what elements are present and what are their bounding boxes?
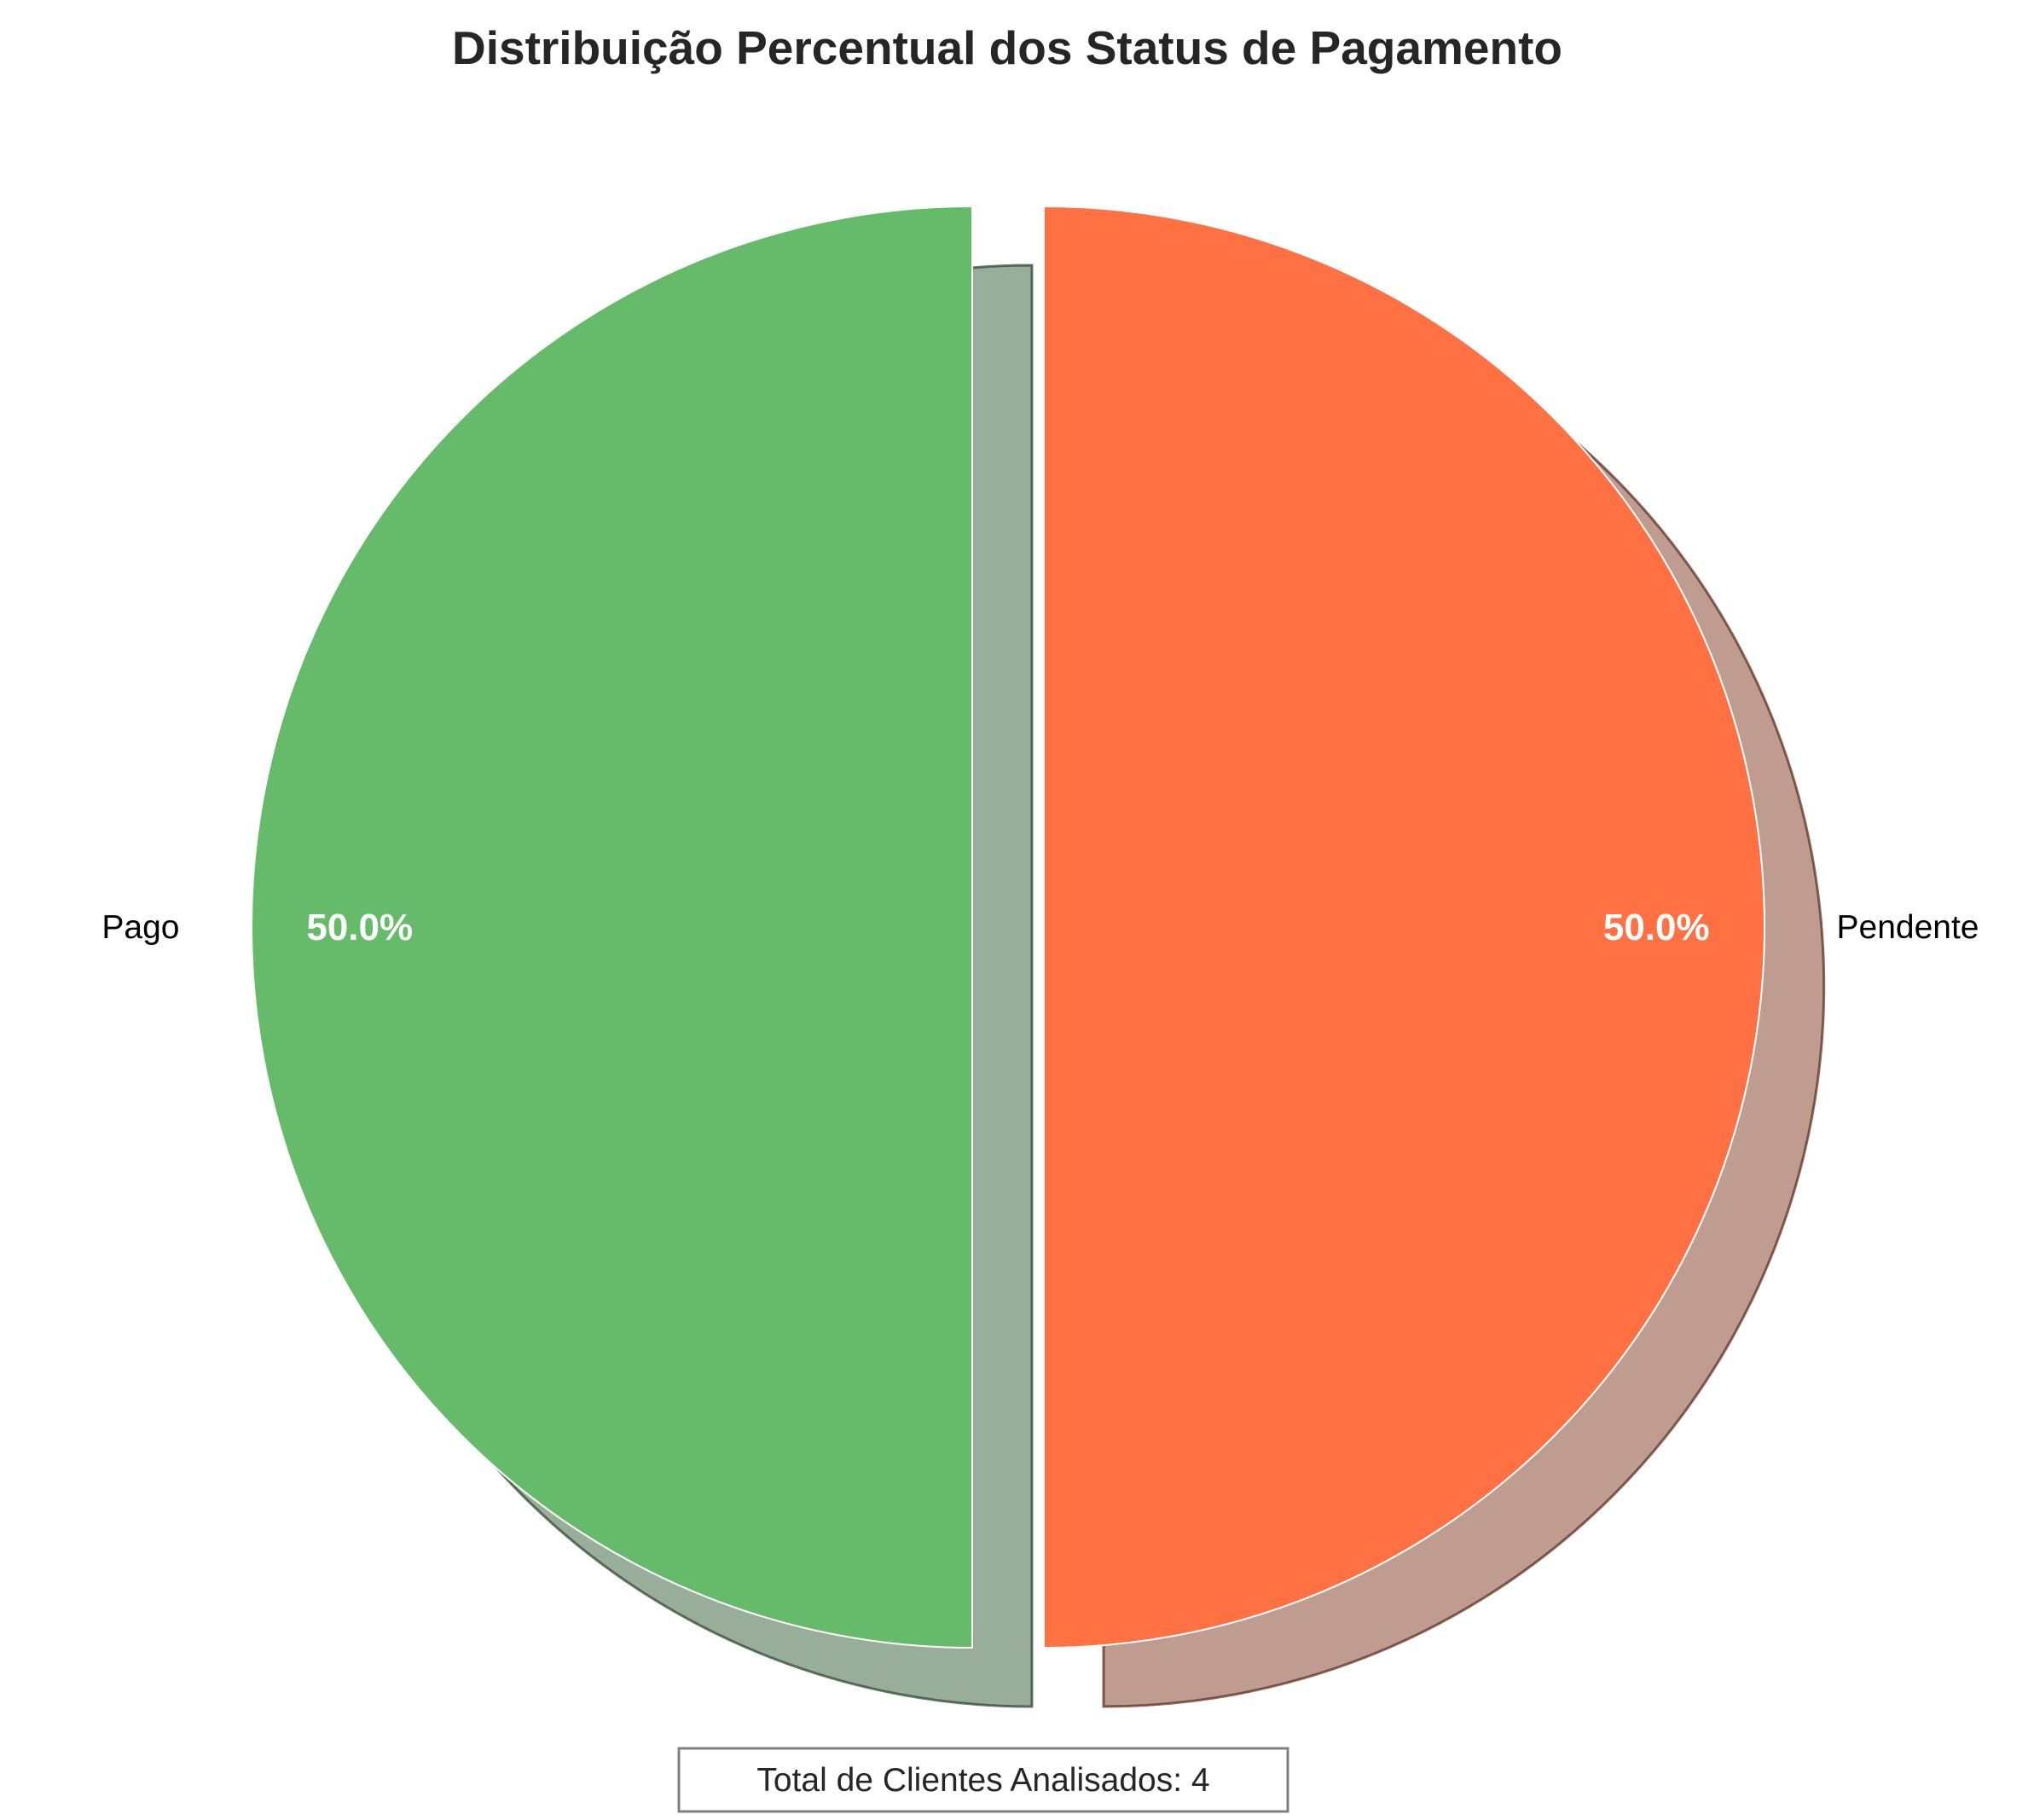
category-label-pendente: Pendente xyxy=(1837,909,1979,946)
pie-labels: Pago 50.0% Pendente 50.0% xyxy=(101,907,1979,948)
total-annotation-text: Total de Clientes Analisados: 4 xyxy=(756,1762,1209,1799)
percent-label-pago: 50.0% xyxy=(306,907,413,948)
pie-slices xyxy=(251,205,1765,1649)
category-label-pago: Pago xyxy=(101,909,179,946)
slice-pago xyxy=(251,205,973,1649)
slice-pendente xyxy=(1043,205,1765,1649)
chart-title: Distribuição Percentual dos Status de Pa… xyxy=(452,21,1562,74)
total-annotation-box: Total de Clientes Analisados: 4 xyxy=(677,1747,1289,1813)
annotation-frame xyxy=(677,1747,1289,1813)
percent-label-pendente: 50.0% xyxy=(1603,907,1710,948)
